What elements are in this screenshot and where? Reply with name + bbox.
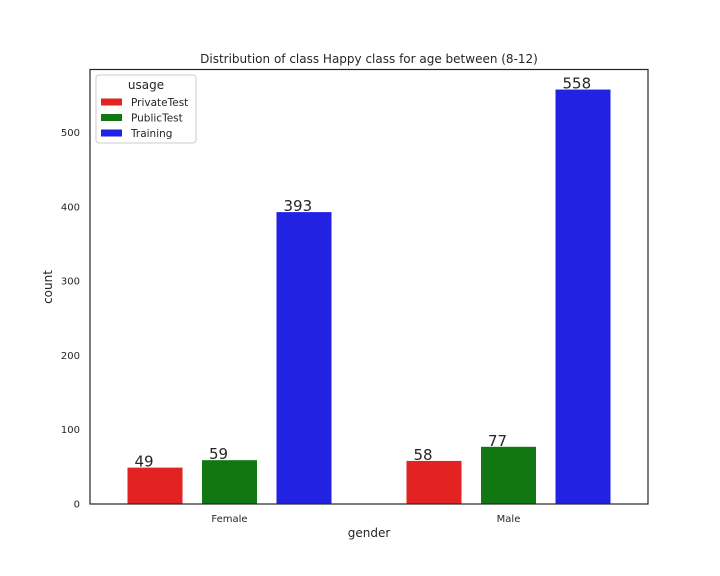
y-tick-label-400: 400 bbox=[61, 202, 80, 213]
y-tick-label-100: 100 bbox=[61, 425, 80, 436]
legend-items: PrivateTest PublicTest Training bbox=[101, 97, 188, 140]
data-label-training-female: 393 bbox=[284, 197, 313, 215]
chart-title: Distribution of class Happy class for ag… bbox=[200, 52, 538, 66]
y-tick-label-300: 300 bbox=[61, 277, 80, 288]
legend: usage PrivateTest PublicTest Training bbox=[95, 74, 197, 144]
data-label-privatetest-female: 49 bbox=[135, 453, 154, 471]
bar-privatetest-male bbox=[406, 460, 462, 504]
y-tick-label-200: 200 bbox=[61, 351, 80, 362]
bar-publictest-female bbox=[202, 460, 257, 504]
y-tick-label-0: 0 bbox=[74, 500, 80, 511]
y-axis-label: count bbox=[41, 270, 55, 304]
legend-swatch-publictest bbox=[101, 114, 122, 121]
legend-box bbox=[95, 74, 197, 144]
bar-training-female bbox=[276, 212, 332, 504]
data-label-privatetest-male: 58 bbox=[414, 446, 433, 464]
x-tick-label-male: Male bbox=[497, 514, 521, 525]
legend-swatch-training bbox=[101, 129, 122, 137]
x-axis-ticks: Female Male bbox=[211, 514, 520, 525]
y-axis-ticks: 0 100 200 300 400 500 bbox=[61, 128, 80, 510]
bar-privatetest-female bbox=[127, 467, 183, 504]
plot-frame bbox=[89, 68, 649, 505]
legend-label-privatetest: PrivateTest bbox=[131, 97, 188, 109]
legend-title: usage bbox=[128, 78, 164, 92]
x-tick-label-female: Female bbox=[211, 514, 247, 525]
bars-layer bbox=[127, 89, 611, 505]
legend-label-training: Training bbox=[130, 128, 172, 140]
bar-publictest-male bbox=[481, 446, 536, 504]
data-label-publictest-female: 59 bbox=[209, 445, 228, 463]
data-labels-layer: 49 59 393 58 77 558 bbox=[135, 75, 592, 471]
x-axis-label: gender bbox=[348, 526, 391, 540]
legend-label-publictest: PublicTest bbox=[131, 113, 183, 125]
data-label-publictest-male: 77 bbox=[488, 432, 507, 450]
data-label-training-male: 558 bbox=[563, 75, 592, 93]
bar-training-male bbox=[555, 89, 611, 505]
legend-swatch-privatetest bbox=[101, 98, 122, 106]
y-tick-label-500: 500 bbox=[61, 128, 80, 139]
